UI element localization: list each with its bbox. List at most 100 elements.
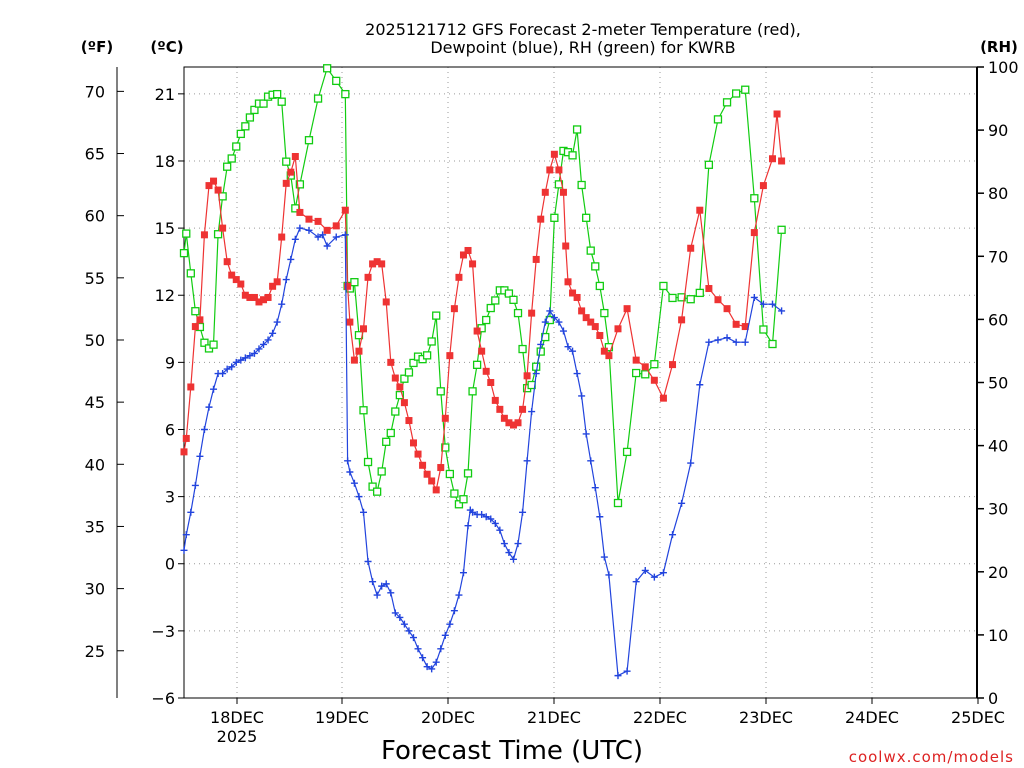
celsius-axis: 21 18 15 12 9 6 3 0 −3 −6 bbox=[151, 85, 184, 708]
temperature-point-8 bbox=[214, 186, 222, 194]
temperature-point-108 bbox=[759, 182, 767, 190]
temperature-series bbox=[180, 110, 786, 494]
rh-point-44 bbox=[395, 390, 405, 400]
temperature-point-73 bbox=[528, 309, 536, 317]
temperature-point-70 bbox=[514, 419, 522, 427]
dewpoint-point-16 bbox=[250, 349, 258, 357]
rh-point-65 bbox=[491, 296, 500, 305]
temperature-point-21 bbox=[273, 278, 281, 286]
temperature-point-47 bbox=[409, 439, 417, 447]
temperature-point-76 bbox=[541, 188, 549, 196]
rh-point-63 bbox=[482, 315, 491, 325]
temperature-point-54 bbox=[441, 414, 449, 422]
temperature-point-34 bbox=[350, 356, 358, 364]
dewpoint-point-32 bbox=[341, 231, 349, 239]
rh-point-22 bbox=[277, 97, 286, 106]
dewpoint-point-23 bbox=[282, 276, 290, 284]
rh-point-108 bbox=[768, 339, 777, 349]
rh-point-7 bbox=[209, 340, 218, 349]
temperature-point-109 bbox=[769, 155, 777, 163]
credit-text: coolwx.com/models bbox=[849, 748, 1014, 766]
dewpoint-point-110 bbox=[769, 300, 777, 308]
temperature-point-93 bbox=[623, 305, 631, 313]
c-tick-label-2: 15 bbox=[155, 219, 175, 238]
temperature-point-81 bbox=[562, 242, 570, 250]
temperature-point-13 bbox=[237, 280, 245, 288]
temperature-point-30 bbox=[332, 222, 340, 230]
dewpoint-point-99 bbox=[669, 531, 677, 539]
dewpoint-point-3 bbox=[191, 481, 199, 489]
dewpoint-point-83 bbox=[564, 343, 572, 351]
temperature-point-0 bbox=[180, 448, 188, 456]
dewpoint-point-88 bbox=[587, 457, 595, 465]
rh-tick-label-3: 70 bbox=[988, 247, 1008, 266]
dewpoint-point-105 bbox=[723, 334, 731, 342]
dewpoint-point-91 bbox=[600, 553, 608, 561]
f-tick-label-1: 65 bbox=[85, 145, 105, 164]
f-tick-label-0: 70 bbox=[85, 82, 105, 101]
rh-point-2 bbox=[186, 269, 195, 278]
dewpoint-point-25 bbox=[291, 235, 299, 243]
dewpoint-point-89 bbox=[591, 484, 599, 492]
temperature-point-10 bbox=[223, 258, 231, 266]
temperature-point-5 bbox=[200, 231, 208, 239]
dewpoint-point-51 bbox=[423, 663, 431, 671]
dewpoint-point-5 bbox=[200, 425, 208, 433]
rh-point-23 bbox=[282, 157, 291, 166]
dewpoint-point-15 bbox=[246, 352, 254, 360]
temperature-point-87 bbox=[587, 318, 595, 326]
temperature-point-52 bbox=[432, 486, 440, 494]
rh-point-3 bbox=[191, 307, 200, 316]
rh-point-90 bbox=[604, 343, 614, 352]
temperature-point-19 bbox=[264, 293, 272, 301]
temperature-point-94 bbox=[632, 356, 640, 364]
temperature-point-102 bbox=[705, 285, 713, 293]
rh-point-82 bbox=[568, 151, 577, 160]
rh-point-40 bbox=[377, 467, 386, 476]
rh-point-11 bbox=[227, 154, 236, 163]
dewpoint-point-86 bbox=[578, 392, 586, 400]
c-tick-label-6: 3 bbox=[165, 488, 175, 507]
x-tick-label-4: 22DEC bbox=[633, 708, 687, 727]
rh-tick-label-8: 20 bbox=[988, 563, 1008, 582]
temperature-point-68 bbox=[505, 419, 513, 427]
rh-point-53 bbox=[436, 387, 445, 396]
temperature-point-1 bbox=[182, 434, 190, 442]
dewpoint-point-67 bbox=[491, 519, 499, 527]
temperature-point-110 bbox=[773, 110, 781, 118]
rh-point-31 bbox=[341, 89, 350, 99]
temperature-point-92 bbox=[614, 325, 622, 333]
rh-point-74 bbox=[532, 362, 541, 371]
dewpoint-point-71 bbox=[509, 555, 517, 563]
f-tick-label-5: 45 bbox=[85, 393, 105, 412]
rh-point-97 bbox=[668, 293, 677, 303]
temperature-point-11 bbox=[228, 271, 236, 279]
plot-frame bbox=[183, 66, 978, 699]
dewpoint-point-17 bbox=[255, 345, 263, 353]
dewpoint-point-19 bbox=[264, 336, 272, 344]
temperature-point-80 bbox=[559, 188, 567, 196]
temperature-point-65 bbox=[491, 396, 499, 404]
temperature-point-61 bbox=[473, 327, 481, 335]
x-tick-label-3: 21DEC bbox=[527, 708, 581, 727]
rh-point-84 bbox=[577, 180, 586, 190]
temperature-point-23 bbox=[282, 179, 290, 187]
dewpoint-point-4 bbox=[196, 452, 204, 460]
dewpoint-point-78 bbox=[541, 318, 549, 326]
rh-point-43 bbox=[391, 407, 400, 416]
dewpoint-line bbox=[183, 227, 782, 677]
dewpoint-point-1 bbox=[182, 531, 190, 539]
temperature-point-95 bbox=[641, 363, 649, 371]
rh-point-88 bbox=[595, 281, 604, 291]
temperature-point-101 bbox=[696, 206, 704, 214]
dewpoint-point-74 bbox=[523, 457, 531, 465]
dewpoint-point-36 bbox=[355, 493, 363, 501]
temperature-point-57 bbox=[455, 273, 463, 281]
temperature-point-18 bbox=[260, 296, 268, 304]
c-tick-label-1: 18 bbox=[155, 152, 175, 171]
dewpoint-point-0 bbox=[180, 546, 188, 554]
rh-point-30 bbox=[332, 76, 341, 86]
dewpoint-point-50 bbox=[419, 654, 427, 662]
temperature-point-41 bbox=[382, 298, 390, 306]
temperature-point-62 bbox=[478, 347, 486, 355]
